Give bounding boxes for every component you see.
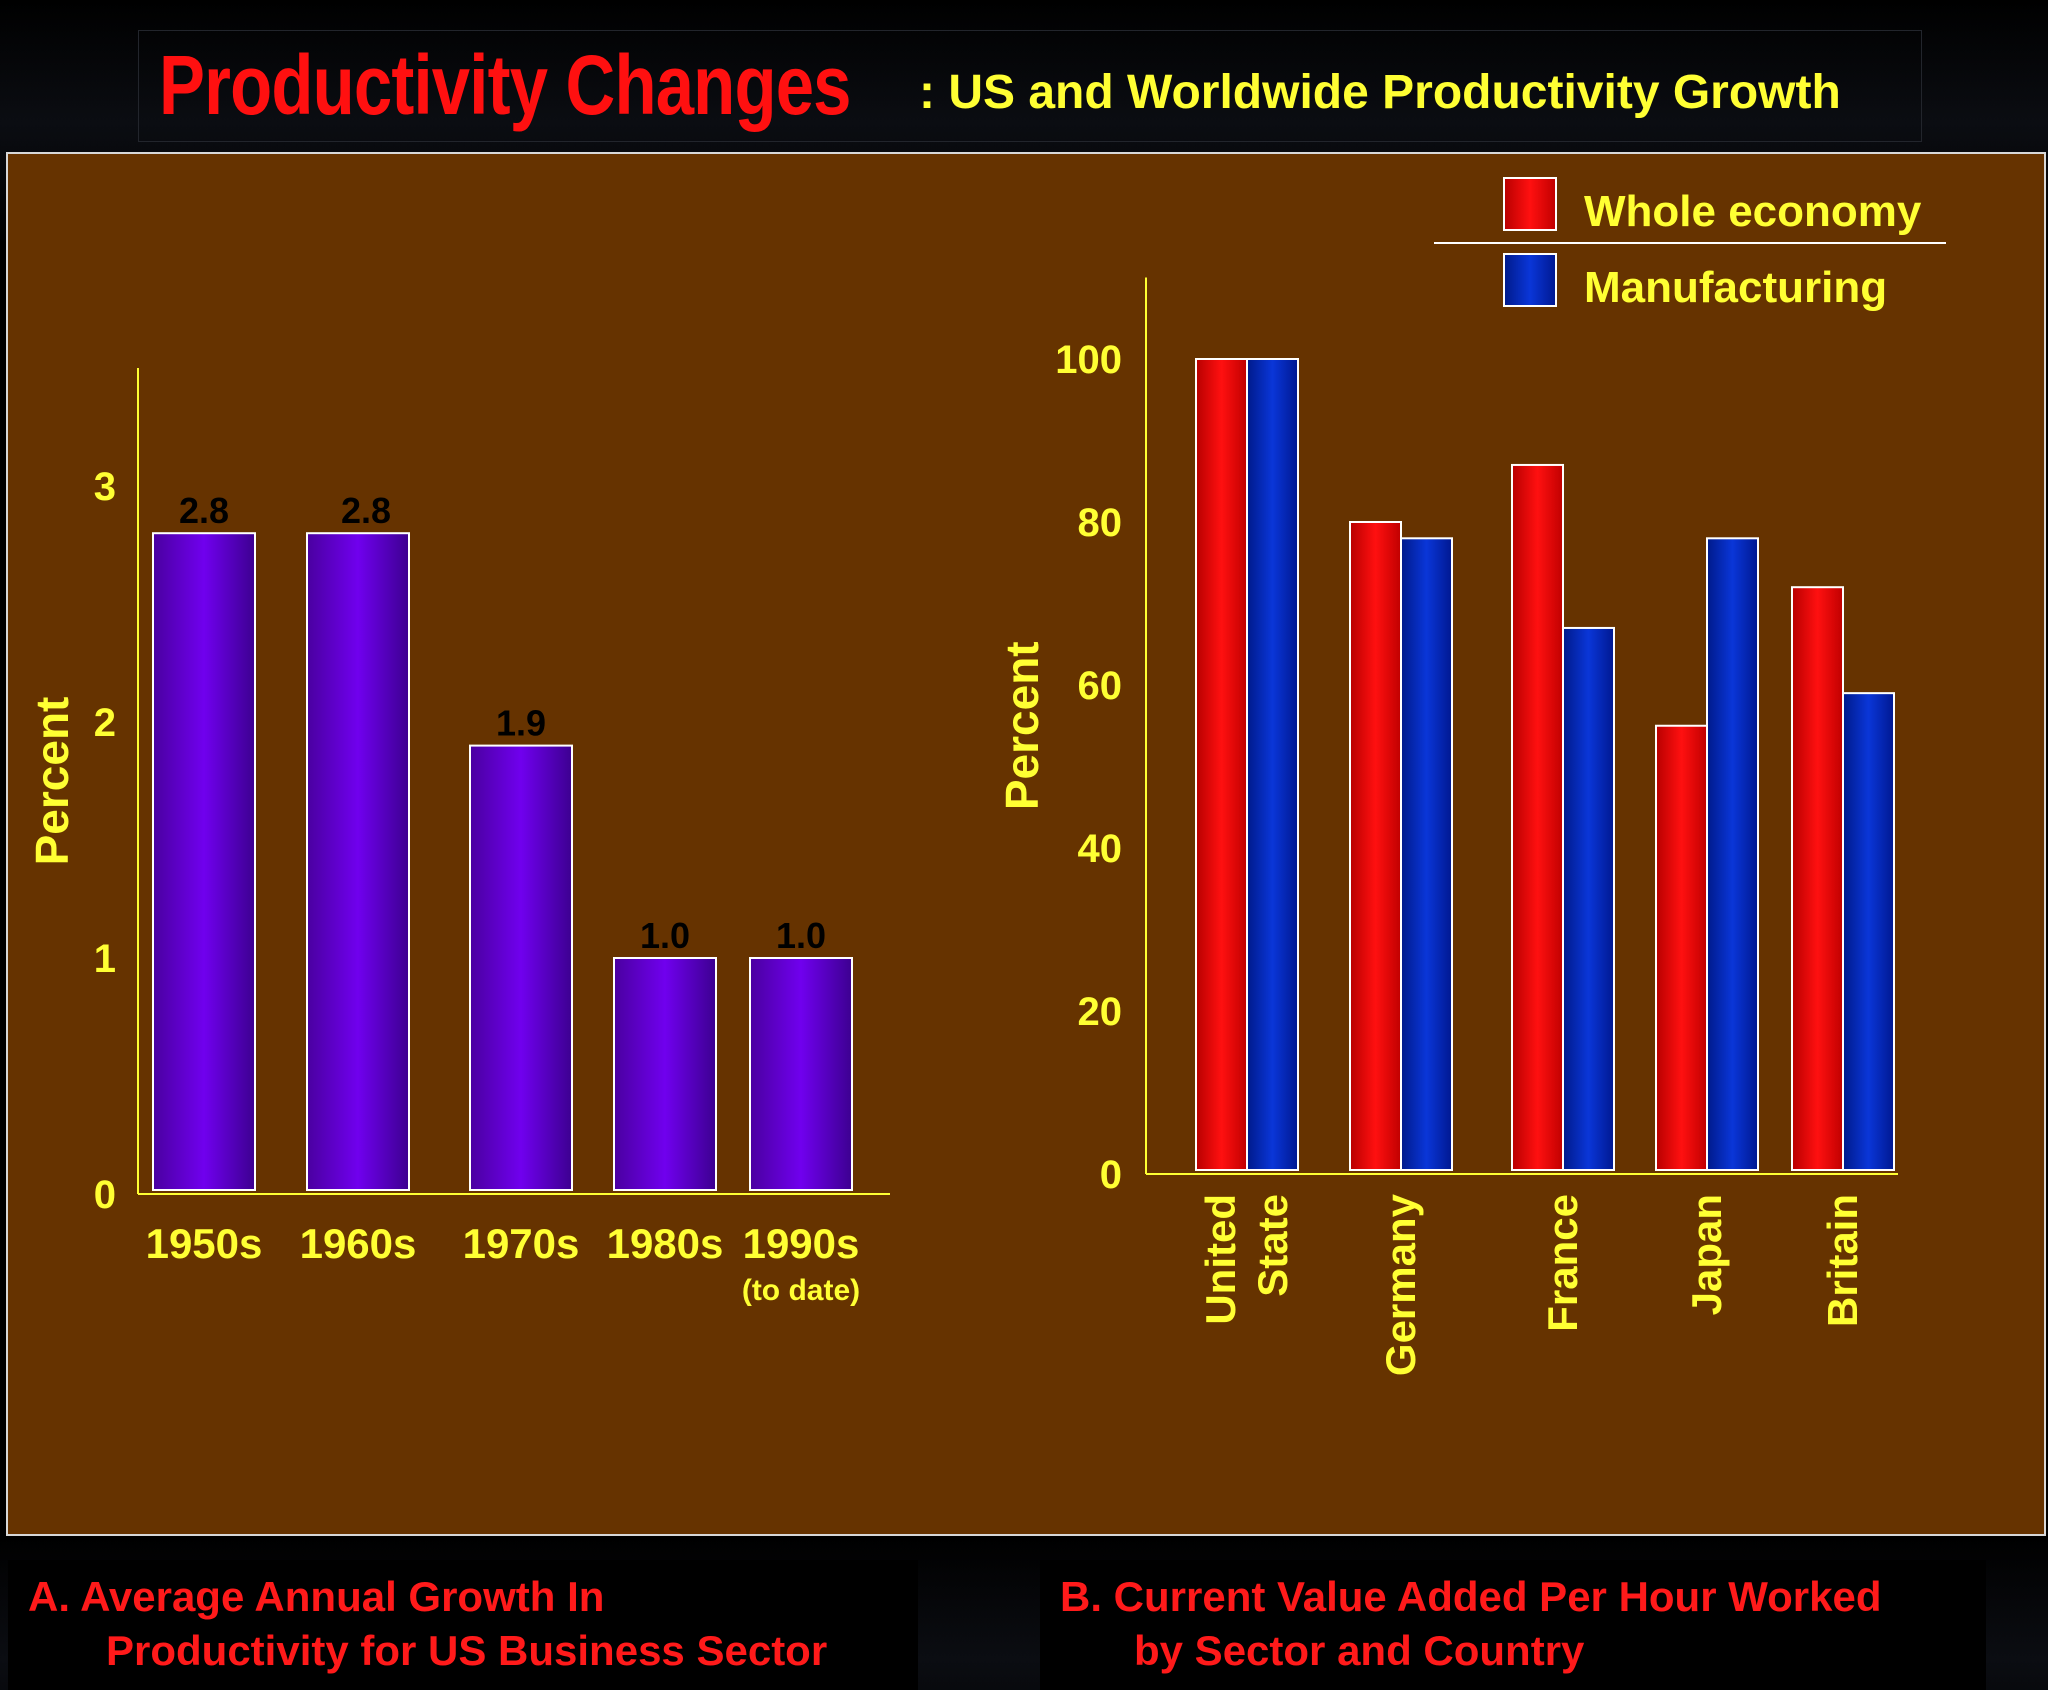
y-tick-label: 60 [1078,664,1123,708]
caption-b: B. Current Value Added Per Hour Worked b… [1040,1560,1986,1690]
y-axis-title: Percent [26,697,78,866]
x-tick-label: 1990s [743,1220,860,1267]
y-tick-label: 0 [1100,1153,1122,1197]
y-tick-label: 0 [94,1173,116,1217]
x-tick-label: Britain [1819,1194,1866,1327]
bar-whole-economy [1511,463,1564,1171]
bar-manufacturing [1562,626,1615,1171]
bar [306,532,410,1191]
bar [749,957,853,1191]
legend: Whole economy Manufacturing [1434,177,1946,312]
x-tick-note: (to date) [742,1274,860,1307]
x-tick-label: Germany [1377,1193,1424,1376]
data-label: 2.8 [341,490,391,531]
bar-whole-economy [1349,521,1402,1171]
x-tick-label: Japan [1683,1194,1730,1315]
y-tick-label: 3 [94,465,116,509]
bar-whole-economy [1655,724,1708,1171]
data-label: 1.9 [496,703,546,744]
x-tick-label: 1950s [146,1220,263,1267]
bar-whole-economy [1195,358,1248,1171]
page-title: Productivity Changes [159,38,852,132]
legend-label-whole-economy: Whole economy [1584,187,1922,236]
bar [152,532,256,1191]
y-axis-title: Percent [996,641,1048,810]
x-tick-label: 1970s [463,1220,580,1267]
y-tick-label: 1 [94,937,116,981]
data-label: 1.0 [640,915,690,956]
data-label: 1.0 [776,915,826,956]
y-tick-label: 80 [1078,501,1123,545]
charts-canvas: 0 1 2 3 Percent 2.8 1950s 2.8 1960s 1.9 1970s 1.0 19… [26,177,1946,1376]
y-tick-label: 2 [94,701,116,745]
x-tick-label: State [1249,1194,1296,1297]
bar-manufacturing [1246,358,1299,1171]
x-tick-label: 1980s [607,1220,724,1267]
caption-a-line1: A. Average Annual Growth In [28,1573,605,1620]
x-tick-label: United [1197,1194,1244,1325]
legend-swatch-manufacturing [1503,253,1557,307]
bar-whole-economy [1791,586,1844,1171]
y-tick-label: 40 [1078,827,1123,871]
chart-b: 0 20 40 60 80 100 Percent United State Germany Fra… [996,177,1946,1376]
bar-manufacturing [1706,537,1759,1171]
caption-a: A. Average Annual Growth In Productivity… [8,1560,918,1690]
bar-manufacturing [1400,537,1453,1171]
caption-b-line1: B. Current Value Added Per Hour Worked [1060,1573,1882,1620]
bar [613,957,717,1191]
legend-label-manufacturing: Manufacturing [1584,263,1887,312]
bar-manufacturing [1842,692,1895,1172]
y-tick-label: 100 [1055,338,1122,382]
page-subtitle: : US and Worldwide Productivity Growth [919,66,1841,119]
chart-panel: 0 1 2 3 Percent 2.8 1950s 2.8 1960s 1.9 1970s 1.0 19… [6,152,2046,1690]
chart-a: 0 1 2 3 Percent 2.8 1950s 2.8 1960s 1.9 1970s 1.0 19… [26,368,890,1307]
title-bar: Productivity Changes : US and Worldwide … [138,30,1922,142]
x-tick-label: France [1539,1194,1586,1332]
caption-b-line2: by Sector and Country [1134,1627,1585,1674]
x-tick-label: 1960s [300,1220,417,1267]
caption-a-line2: Productivity for US Business Sector [106,1627,828,1674]
legend-swatch-whole-economy [1503,177,1557,231]
data-label: 2.8 [179,490,229,531]
bar [469,744,573,1191]
y-tick-label: 20 [1078,990,1123,1034]
